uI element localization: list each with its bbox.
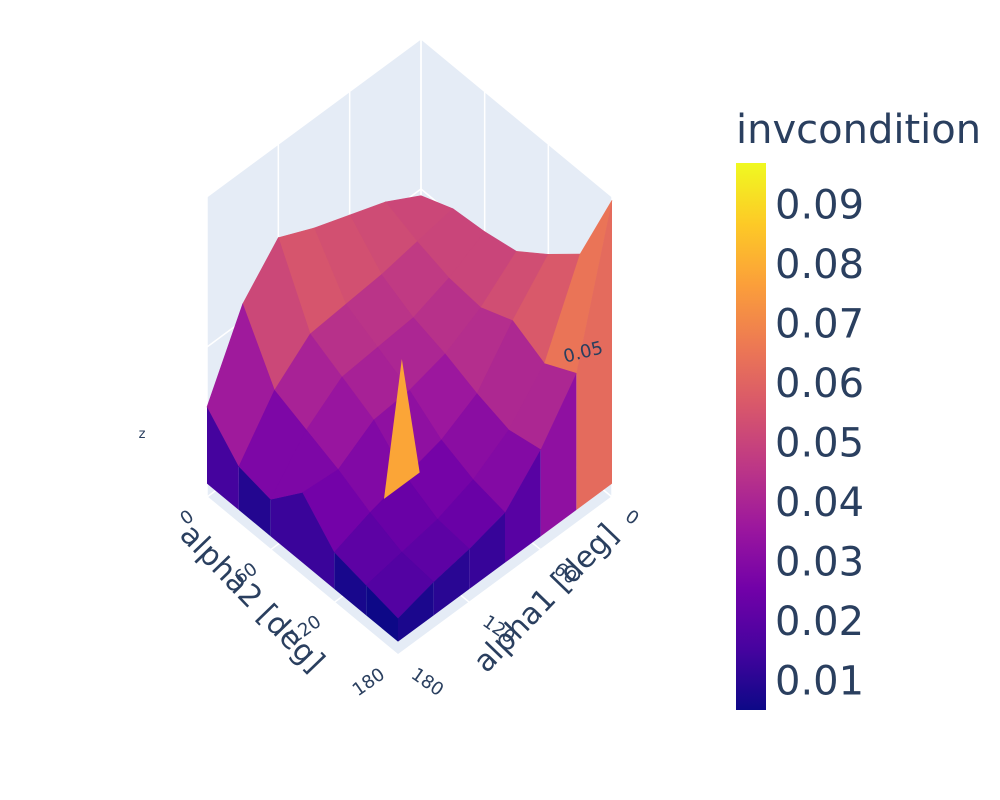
colorbar-tick-label: 0.06 [775, 361, 864, 407]
x-axis-tick-label: 180 [407, 664, 447, 701]
colorbar-tick-label: 0.07 [775, 302, 864, 348]
grid-line [206, 496, 399, 656]
colorbar-tick-label: 0.03 [775, 539, 864, 585]
colorbar-tick-label: 0.01 [775, 658, 864, 704]
colorbar-title: invcondition [736, 107, 981, 153]
colorbar-tick-label: 0.04 [775, 480, 864, 526]
surface-skirt [207, 407, 239, 510]
surface-skirt [469, 512, 505, 589]
surface-skirt [238, 466, 271, 537]
surface-peak [384, 359, 420, 499]
grid-line [397, 496, 613, 656]
y-axis-tick-label: 180 [349, 664, 389, 701]
colorbar-tick-label: 0.02 [775, 599, 864, 645]
surface-skirt [270, 492, 303, 563]
surface-skirt [540, 373, 577, 537]
surface-skirt [576, 200, 612, 511]
surface-skirt [398, 582, 434, 642]
colorbar-tick-label: 0.08 [775, 242, 864, 288]
x-axis-tick-label: 0 [621, 506, 642, 530]
z-axis-title: z [139, 427, 146, 442]
surface-skirt [334, 552, 367, 616]
surface-skirt [505, 449, 541, 563]
colorbar-gradient [736, 163, 766, 710]
surface-skirt [433, 549, 470, 616]
colorbar: invcondition 0.09 0.08 0.07 0.06 0.05 0.04 0.0… [736, 107, 981, 710]
colorbar-tick-label: 0.09 [775, 183, 864, 229]
surface-skirt [366, 585, 398, 642]
surface-skirt [302, 492, 335, 589]
colorbar-tick-label: 0.05 [775, 420, 864, 466]
surface-mesh [206, 195, 613, 642]
